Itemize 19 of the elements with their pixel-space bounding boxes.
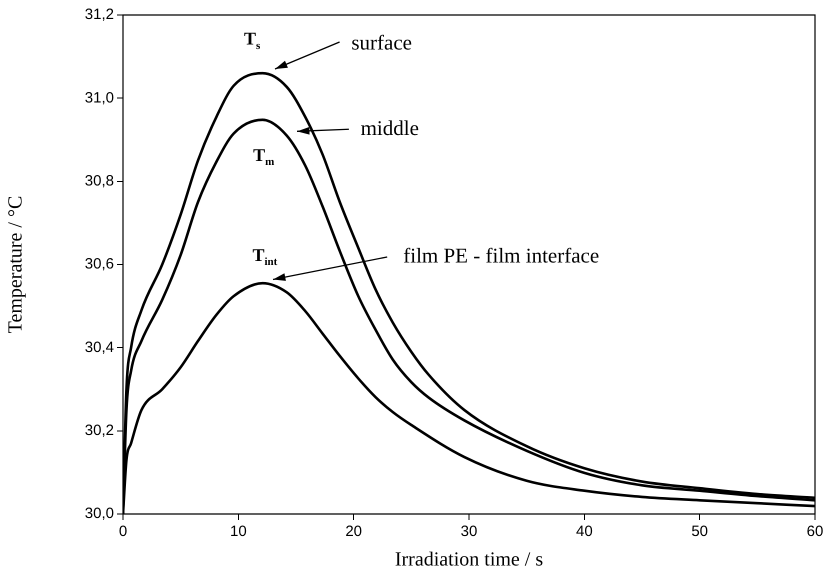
x-tick-label: 0 bbox=[118, 523, 128, 540]
annotation: middle bbox=[360, 116, 419, 140]
x-tick-label: 50 bbox=[691, 523, 708, 540]
x-tick-label: 20 bbox=[345, 523, 362, 540]
y-axis-title: Temperature / °C bbox=[4, 196, 26, 334]
y-tick-label: 30,8 bbox=[84, 172, 114, 190]
y-tick-label: 30,2 bbox=[84, 422, 114, 439]
y-tick-label: 31,0 bbox=[84, 89, 114, 106]
y-tick-label: 30,4 bbox=[84, 338, 114, 356]
y-tick-label: 31,2 bbox=[84, 6, 114, 24]
y-tick-label: 30,6 bbox=[84, 256, 114, 273]
y-tick-label: 30,0 bbox=[84, 505, 114, 522]
x-axis-title: Irradiation time / s bbox=[394, 548, 544, 570]
x-tick-label: 10 bbox=[230, 523, 247, 540]
annotation: surface bbox=[351, 30, 412, 55]
x-tick-label: 60 bbox=[806, 523, 824, 540]
x-tick-label: 30 bbox=[460, 523, 478, 540]
annotation: film PE - film interface bbox=[403, 244, 600, 268]
x-tick-label: 40 bbox=[576, 523, 593, 540]
